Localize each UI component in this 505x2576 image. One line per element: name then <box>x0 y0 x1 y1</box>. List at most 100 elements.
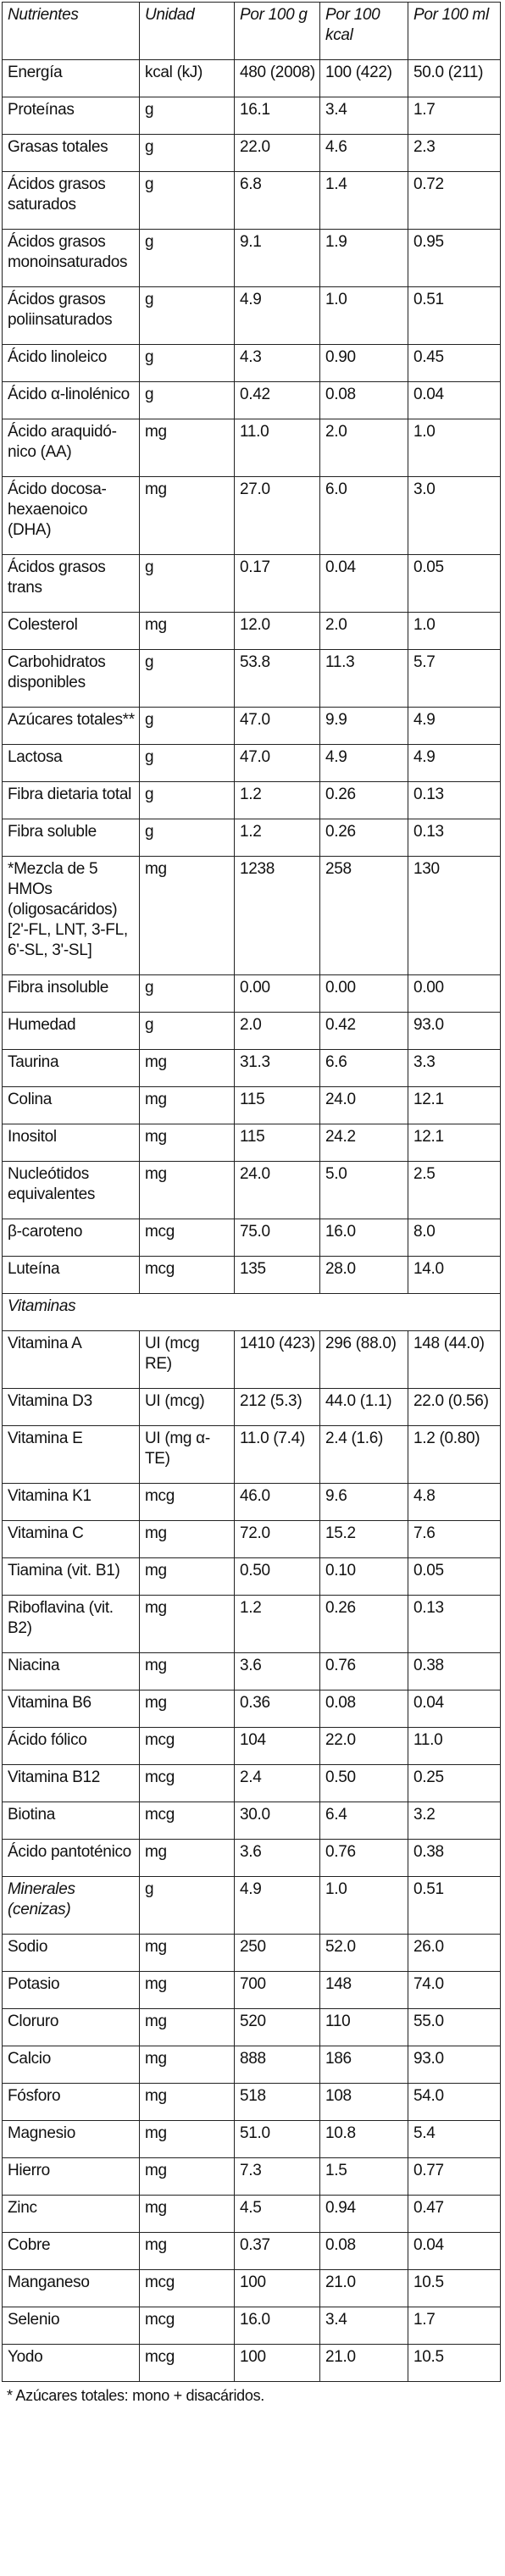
column-header: Por 100 kcal <box>319 2 408 60</box>
table-cell: UI (mcg RE) <box>139 1330 235 1389</box>
table-cell: 74.0 <box>408 1971 501 2009</box>
table-cell: 93.0 <box>408 1012 501 1050</box>
table-cell: Biotina <box>2 1802 140 1840</box>
table-cell: 0.00 <box>319 974 408 1013</box>
table-cell: 2.0 <box>234 1012 320 1050</box>
table-row: Hierro mg 7.3 1.5 0.77 <box>2 2157 501 2196</box>
table-cell: Humedad <box>2 1012 140 1050</box>
table-cell: 21.0 <box>319 2269 408 2307</box>
table-cell: g <box>139 554 235 613</box>
table-cell: 3.2 <box>408 1802 501 1840</box>
table-cell: 1.2 (0.80) <box>408 1425 501 1484</box>
table-row: Ácido docosa­hexaenoico (DHA) mg 27.0 6.0 3.… <box>2 476 501 555</box>
table-cell: 53.8 <box>234 649 320 708</box>
table-cell: 0.76 <box>319 1839 408 1877</box>
table-cell: 250 <box>234 1934 320 1972</box>
table-cell: 0.13 <box>408 781 501 819</box>
table-cell: Lactosa <box>2 744 140 782</box>
footnote: * Azúcares totales: mono + disacáridos. <box>7 2387 264 2404</box>
table-cell: 0.08 <box>319 2232 408 2270</box>
table-cell: 480 (2008) <box>234 59 320 97</box>
table-cell: 7.3 <box>234 2157 320 2196</box>
table-cell: 0.95 <box>408 229 501 287</box>
table-row: Vitamina B6 mg 0.36 0.08 0.04 <box>2 1690 501 1728</box>
table-cell: 6.4 <box>319 1802 408 1840</box>
table-cell: 0.04 <box>319 554 408 613</box>
table-cell: Azúcares tota­les** <box>2 707 140 745</box>
table-row: Grasas totales g 22.0 4.6 2.3 <box>2 134 501 172</box>
table-cell: mg <box>139 612 235 650</box>
column-header: Por 100 ml <box>408 2 501 60</box>
table-cell: *Mezcla de 5 HMOs (oligosacáridos) [2'-F… <box>2 856 140 975</box>
table-cell: mg <box>139 2008 235 2046</box>
table-cell: 1410 (423) <box>234 1330 320 1389</box>
table-cell: mg <box>139 1934 235 1972</box>
table-cell: 0.13 <box>408 1595 501 1653</box>
table-cell: 12.1 <box>408 1124 501 1162</box>
table-cell: 3.4 <box>319 2307 408 2345</box>
table-row: Vitamina B12 mcg 2.4 0.50 0.25 <box>2 1764 501 1802</box>
table-cell: Vitamina B12 <box>2 1764 140 1802</box>
table-cell: 0.77 <box>408 2157 501 2196</box>
table-row: Ácidos grasos monoinsatura­dos g 9.1 1.9 0.9… <box>2 229 501 287</box>
table-row: Carbohidratos disponibles g 53.8 11.3 5.7 <box>2 649 501 708</box>
table-row: Calcio mg 888 186 93.0 <box>2 2046 501 2084</box>
table-cell: 0.94 <box>319 2195 408 2233</box>
table-row: Potasio mg 700 148 74.0 <box>2 1971 501 2009</box>
table-cell: 10.5 <box>408 2344 501 2382</box>
table-cell: 520 <box>234 2008 320 2046</box>
table-cell: Colina <box>2 1086 140 1124</box>
table-cell: Ácido fólico <box>2 1727 140 1765</box>
table-row: Colesterol mg 12.0 2.0 1.0 <box>2 612 501 650</box>
table-cell: 11.3 <box>319 649 408 708</box>
table-cell: 50.0 (211) <box>408 59 501 97</box>
table-cell: 1.7 <box>408 2307 501 2345</box>
table-row: Fibra dietaria total g 1.2 0.26 0.13 <box>2 781 501 819</box>
nutrition-table: Nutrientes Unidad Por 100 g Por 100 kcal Por… <box>2 2 501 2382</box>
table-cell: Ácidos grasos monoinsatura­dos <box>2 229 140 287</box>
table-cell: 1.2 <box>234 781 320 819</box>
table-row: *Mezcla de 5 HMOs (oligosacáridos) [2'-F… <box>2 856 501 975</box>
table-cell: 27.0 <box>234 476 320 555</box>
table-cell: 0.36 <box>234 1690 320 1728</box>
table-cell: mg <box>139 1520 235 1558</box>
table-cell: 3.6 <box>234 1839 320 1877</box>
table-cell: 22.0 (0.56) <box>408 1388 501 1426</box>
table-cell: 1.4 <box>319 171 408 230</box>
table-cell: 0.08 <box>319 381 408 419</box>
table-cell: 0.13 <box>408 819 501 857</box>
table-cell: g <box>139 707 235 745</box>
table-cell: g <box>139 649 235 708</box>
table-cell: 28.0 <box>319 1256 408 1294</box>
table-cell: 2.4 <box>234 1764 320 1802</box>
table-cell: 4.8 <box>408 1483 501 1521</box>
table-cell: 1.0 <box>408 612 501 650</box>
table-cell: 108 <box>319 2083 408 2121</box>
table-cell: g <box>139 819 235 857</box>
table-cell: 14.0 <box>408 1256 501 1294</box>
table-cell: g <box>139 744 235 782</box>
table-cell: 5.4 <box>408 2120 501 2158</box>
table-cell: g <box>139 974 235 1013</box>
table-cell: Nucleótidos equivalentes <box>2 1161 140 1219</box>
table-cell: mg <box>139 1690 235 1728</box>
table-cell: Cobre <box>2 2232 140 2270</box>
table-cell: 0.37 <box>234 2232 320 2270</box>
table-row: Vitamina E UI (mg α-TE) 11.0 (7.4) 2.4 (1.6… <box>2 1425 501 1484</box>
table-row: Ácido α-linolé­nico g 0.42 0.08 0.04 <box>2 381 501 419</box>
table-cell: 16.0 <box>319 1219 408 1257</box>
table-cell: 54.0 <box>408 2083 501 2121</box>
table-cell: 12.0 <box>234 612 320 650</box>
table-cell: Minerales (cenizas) <box>2 1876 140 1935</box>
table-cell: 0.51 <box>408 286 501 345</box>
table-cell: Grasas totales <box>2 134 140 172</box>
table-cell: 0.00 <box>234 974 320 1013</box>
table-cell: 0.50 <box>234 1557 320 1596</box>
table-row: Manganeso mcg 100 21.0 10.5 <box>2 2269 501 2307</box>
table-cell: Calcio <box>2 2046 140 2084</box>
table-cell: 0.04 <box>408 1690 501 1728</box>
table-row: Ácidos grasos saturados g 6.8 1.4 0.72 <box>2 171 501 230</box>
table-cell: 1.2 <box>234 819 320 857</box>
table-cell: mg <box>139 856 235 975</box>
